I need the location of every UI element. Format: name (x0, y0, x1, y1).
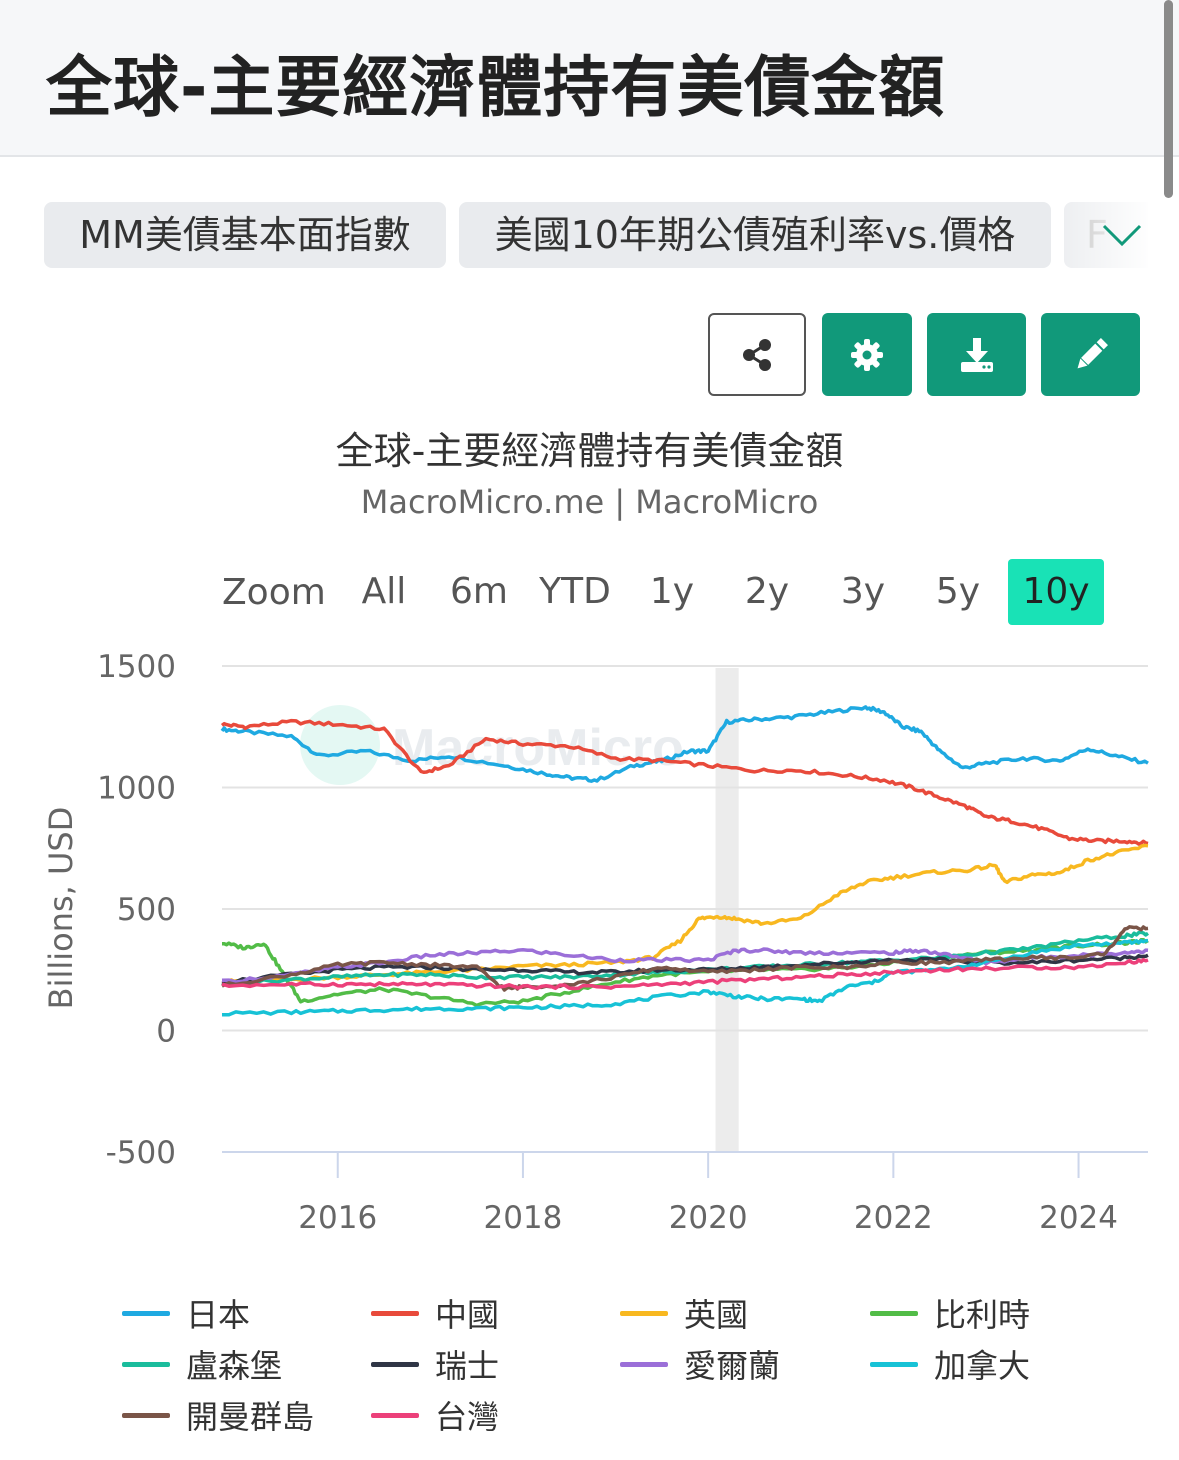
x-tick-label: 2024 (1039, 1200, 1118, 1236)
legend-swatch (620, 1362, 668, 1367)
y-tick-label: 1500 (97, 649, 176, 685)
legend-label: 中國 (435, 1296, 500, 1334)
chart-subtitle: MacroMicro.me | MacroMicro (360, 483, 819, 521)
download-icon (960, 337, 993, 372)
x-tick-label: 2020 (669, 1200, 748, 1236)
legend-swatch (371, 1413, 419, 1418)
x-tick-label: 2016 (298, 1200, 377, 1236)
chart-title: 全球-主要經濟體持有美債金額 (335, 429, 844, 473)
y-axis-title: Billions, USD (42, 807, 80, 1010)
series-line-7[interactable] (221, 947, 1149, 984)
legend-label: 台灣 (435, 1398, 500, 1436)
series-line-9[interactable] (221, 925, 1149, 992)
legend-swatch (371, 1362, 419, 1367)
legend-label: 比利時 (934, 1296, 1031, 1334)
x-tick-label: 2022 (854, 1200, 933, 1236)
share-button[interactable] (708, 313, 806, 396)
series-line-3[interactable] (221, 843, 1149, 986)
legend-swatch (122, 1362, 170, 1367)
x-tick-label: 2018 (483, 1200, 562, 1236)
zoom-label: Zoom (222, 572, 326, 613)
y-tick-label: 1000 (97, 771, 176, 807)
legend-swatch (870, 1311, 918, 1316)
range-1y-button[interactable]: 1y (649, 571, 695, 612)
series-line-4[interactable] (222, 937, 1149, 1008)
legend-swatch (870, 1362, 918, 1367)
legend-label: 加拿大 (934, 1347, 1031, 1385)
scrollbar[interactable] (1164, 0, 1173, 198)
range-2y-button[interactable]: 2y (744, 571, 790, 612)
legend-swatch (371, 1311, 419, 1316)
y-tick-label: -500 (106, 1135, 176, 1171)
legend-label: 盧森堡 (186, 1347, 283, 1385)
chart-legend: 日本 中國 英國 比利時盧森堡 瑞士 愛爾蘭 加拿大開曼群島 台灣 (0, 1290, 1179, 1450)
watermark: MacroMicro (300, 705, 684, 785)
download-button[interactable] (927, 313, 1026, 396)
pencil-icon (1077, 337, 1108, 368)
tab-10y-yield-vs-price[interactable]: 美國10年期公債殖利率vs.價格 (459, 202, 1051, 268)
chevron-down-icon[interactable] (1100, 214, 1144, 254)
line-chart: 1500 1000 500 0 -500 MacroMicro 2016 2018 2020… (42, 649, 1149, 1236)
gear-icon (851, 338, 883, 371)
page-title: 全球-主要經濟體持有美債金額 (46, 49, 946, 126)
legend-label: 愛爾蘭 (684, 1347, 781, 1385)
series-line-10[interactable] (221, 957, 1149, 991)
series-line-2[interactable] (220, 718, 1149, 846)
legend-label: 英國 (684, 1296, 749, 1334)
range-3y-button[interactable]: 3y (840, 571, 886, 612)
legend-swatch (122, 1311, 170, 1316)
share-icon (743, 338, 771, 371)
range-ytd-button[interactable]: YTD (539, 571, 611, 612)
settings-button[interactable] (822, 313, 912, 396)
y-tick-label: 0 (156, 1014, 176, 1050)
range-all-button[interactable]: All (361, 571, 407, 612)
page-header: 全球-主要經濟體持有美債金額 (0, 0, 1179, 198)
tab-mm-treasury-index[interactable]: MM美債基本面指數 (44, 202, 446, 268)
tab-fade (1064, 202, 1148, 268)
legend-label: 日本 (186, 1296, 251, 1334)
series-line-6[interactable] (221, 953, 1149, 986)
range-5y-button[interactable]: 5y (935, 571, 981, 612)
range-10y-button[interactable]: 10y (1008, 559, 1104, 625)
related-chart-tabs: MM美債基本面指數 美國10年期公債殖利率vs.價格 F (44, 202, 1148, 268)
y-tick-label: 500 (117, 892, 176, 928)
legend-swatch (122, 1413, 170, 1418)
legend-label: 開曼群島 (186, 1398, 315, 1436)
legend-label: 瑞士 (435, 1347, 500, 1385)
range-6m-button[interactable]: 6m (450, 571, 508, 612)
legend-swatch (620, 1311, 668, 1316)
edit-button[interactable] (1041, 313, 1140, 396)
